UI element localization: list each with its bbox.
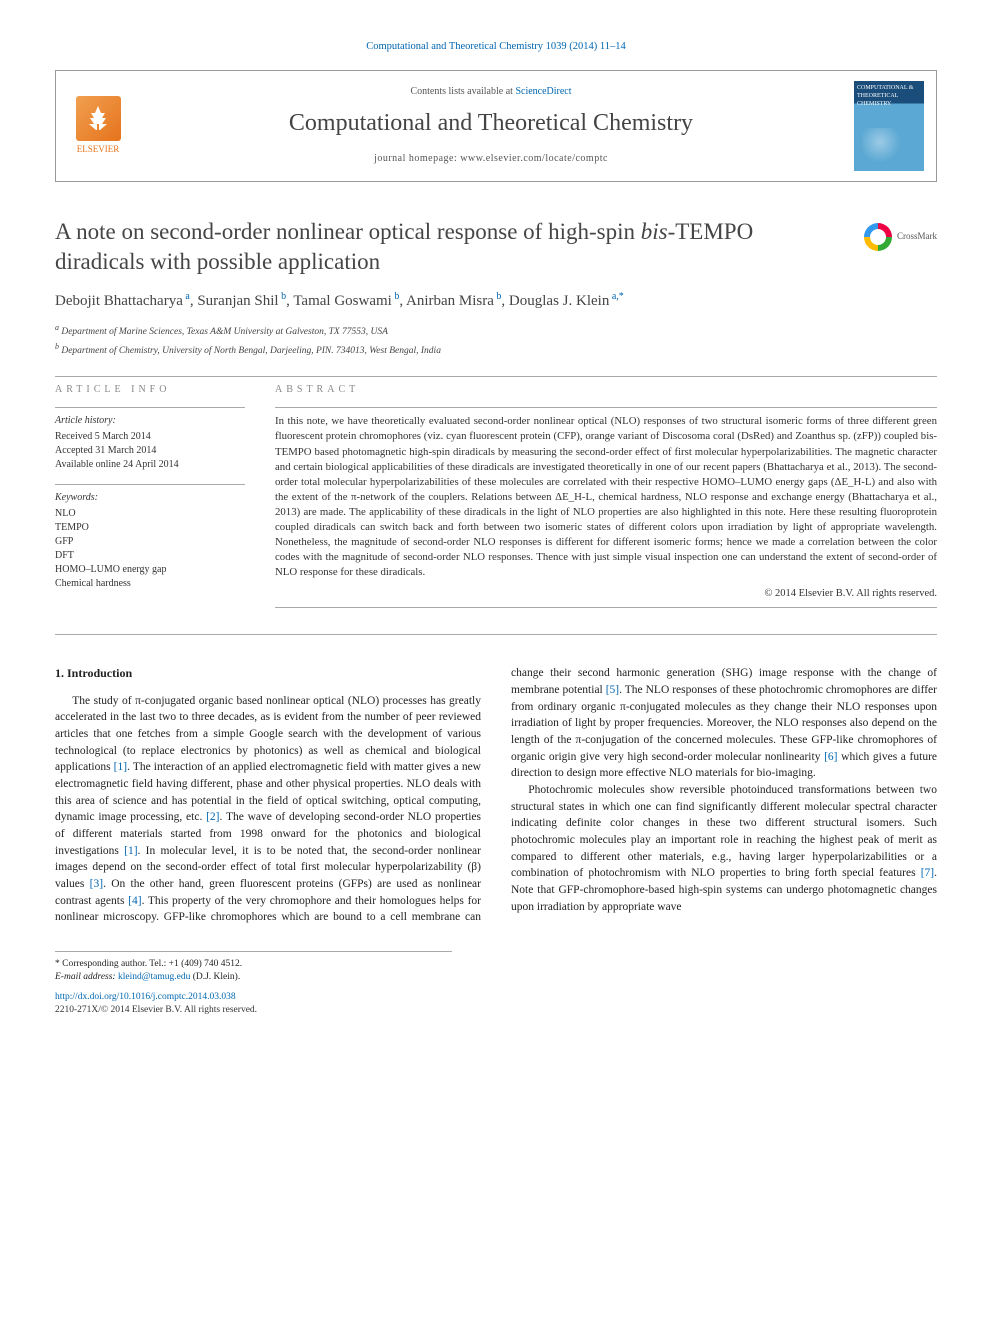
email-label: E-mail address: (55, 972, 118, 982)
elsevier-tree-icon (76, 96, 121, 141)
cover-label: COMPUTATIONAL & THEORETICAL CHEMISTRY (857, 85, 913, 108)
author[interactable]: Suranjan Shil b (197, 293, 286, 309)
history-received: Received 5 March 2014 (55, 430, 245, 444)
sciencedirect-link[interactable]: ScienceDirect (515, 86, 571, 97)
citation-link[interactable]: [6] (824, 751, 837, 763)
publisher-name: ELSEVIER (77, 144, 120, 154)
history-accepted: Accepted 31 March 2014 (55, 444, 245, 458)
citation-link[interactable]: [5] (606, 684, 619, 696)
abstract-heading: ABSTRACT (275, 383, 937, 397)
citation-link[interactable]: [3] (90, 878, 103, 890)
article-info-heading: ARTICLE INFO (55, 383, 245, 397)
crossmark-label: CrossMark (897, 230, 937, 243)
elsevier-logo[interactable]: ELSEVIER (68, 96, 128, 156)
email-suffix: (D.J. Klein). (193, 972, 241, 982)
citation-link[interactable]: [1] (124, 845, 137, 857)
crossmark-icon (864, 223, 892, 251)
keywords-label: Keywords: (55, 491, 245, 505)
history-online: Available online 24 April 2014 (55, 458, 245, 472)
doi-link[interactable]: http://dx.doi.org/10.1016/j.comptc.2014.… (55, 992, 236, 1002)
divider (275, 407, 937, 408)
corresponding-email-link[interactable]: kleind@tamug.edu (118, 972, 190, 982)
divider (55, 376, 937, 377)
article-title: A note on second-order nonlinear optical… (55, 217, 844, 277)
journal-name: Computational and Theoretical Chemistry (128, 107, 854, 141)
contents-line: Contents lists available at ScienceDirec… (128, 85, 854, 99)
keyword: NLO (55, 507, 245, 521)
keyword: HOMO–LUMO energy gap (55, 563, 245, 577)
citation-link[interactable]: [1] (114, 761, 127, 773)
citation-link[interactable]: [7] (921, 867, 934, 879)
keyword: TEMPO (55, 521, 245, 535)
keyword: DFT (55, 549, 245, 563)
author[interactable]: Tamal Goswami b (293, 293, 399, 309)
citation-link[interactable]: [2] (206, 811, 219, 823)
keyword: GFP (55, 535, 245, 549)
section-heading: 1. Introduction (55, 665, 481, 682)
journal-reference: Computational and Theoretical Chemistry … (55, 40, 937, 55)
article-body: 1. Introduction The study of π-conjugate… (55, 665, 937, 926)
author[interactable]: Douglas J. Klein a,* (509, 293, 624, 309)
footer-copyright: 2210-271X/© 2014 Elsevier B.V. All right… (55, 1004, 452, 1017)
citation-link[interactable]: [4] (128, 895, 141, 907)
corresponding-author-footer: * Corresponding author. Tel.: +1 (409) 7… (55, 951, 452, 1017)
divider (55, 407, 245, 408)
journal-homepage[interactable]: journal homepage: www.elsevier.com/locat… (128, 152, 854, 166)
divider (55, 484, 245, 485)
affiliations: a Department of Marine Sciences, Texas A… (55, 322, 937, 358)
divider (275, 607, 937, 608)
history-label: Article history: (55, 414, 245, 428)
journal-cover-thumbnail[interactable]: COMPUTATIONAL & THEORETICAL CHEMISTRY (854, 81, 924, 171)
author[interactable]: Anirban Misra b (406, 293, 501, 309)
crossmark-badge[interactable]: CrossMark (864, 223, 937, 251)
keyword: Chemical hardness (55, 577, 245, 591)
journal-header: ELSEVIER Contents lists available at Sci… (55, 70, 937, 182)
author[interactable]: Debojit Bhattacharya a (55, 293, 190, 309)
corresponding-tel: * Corresponding author. Tel.: +1 (409) 7… (55, 958, 452, 971)
body-paragraph: Photochromic molecules show reversible p… (511, 782, 937, 915)
author-list: Debojit Bhattacharya a, Suranjan Shil b,… (55, 290, 937, 312)
divider (55, 634, 937, 635)
abstract-text: In this note, we have theoretically eval… (275, 414, 937, 580)
abstract-copyright: © 2014 Elsevier B.V. All rights reserved… (275, 587, 937, 602)
